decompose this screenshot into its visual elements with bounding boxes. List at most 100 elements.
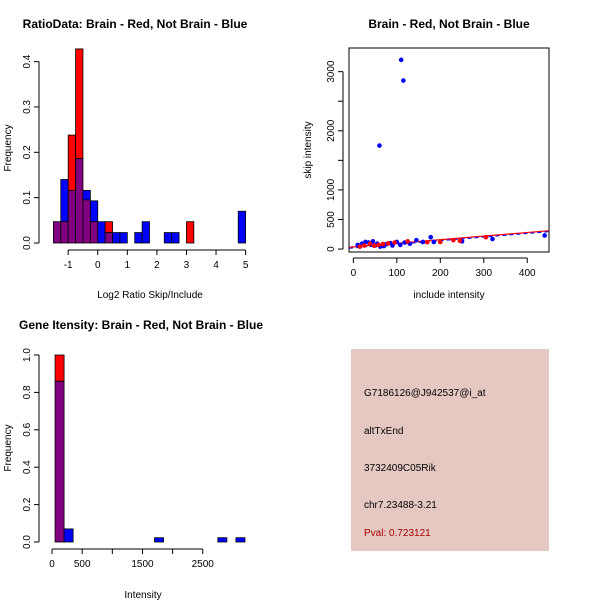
scatter-plot-box [348, 47, 550, 253]
x-tick-label: 200 [432, 268, 449, 279]
x-tick-label: 0 [49, 559, 55, 570]
point-brain [380, 241, 386, 247]
point-not-brain [398, 57, 404, 63]
point-not-brain [414, 237, 419, 243]
gene-intensity-title: Gene Itensity: Brain - Red, Not Brain - … [19, 318, 263, 332]
fit-line-dashed [348, 231, 550, 249]
y-tick-label: 500 [326, 211, 337, 228]
bar-overlap [67, 189, 76, 244]
point-brain [392, 240, 397, 245]
bar-overlap [75, 158, 84, 244]
point-brain [457, 238, 463, 244]
y-tick-label: 0.2 [22, 497, 33, 511]
point-not-brain [377, 143, 382, 148]
point-brain [405, 239, 410, 244]
location-text: chr7.23488-3.21 [364, 500, 437, 511]
probe-id-text: G7186126@J942537@i_at [364, 388, 486, 399]
intensity-scatter-ylabel: skip intensity [303, 121, 314, 178]
x-tick-label: 2500 [192, 559, 215, 570]
point-brain [376, 242, 381, 248]
gene-name-text: 3732409C05Rik [364, 463, 437, 474]
x-tick-label: 3 [184, 260, 190, 271]
bar-brain [67, 134, 76, 191]
y-tick-label: 0.0 [22, 236, 33, 250]
y-tick-label: 1.0 [22, 348, 33, 362]
point-brain [367, 241, 373, 247]
info-panel-background [351, 349, 549, 551]
bar-not-brain [82, 189, 91, 201]
y-tick-label: 0.0 [22, 535, 33, 549]
bar-brain [186, 221, 195, 244]
x-tick-label: 1500 [131, 559, 154, 570]
intensity-scatter: Brain - Red, Not Brain - Blue include in… [303, 17, 550, 301]
bar-brain [104, 221, 113, 233]
bar-not-brain [89, 200, 99, 223]
y-tick-label: 0.6 [22, 422, 33, 436]
y-tick-label: 2000 [326, 119, 337, 142]
bar-overlap [104, 232, 113, 244]
bar-not-brain [141, 221, 150, 244]
point-brain [361, 243, 367, 248]
ratio-histogram-title: RatioData: Brain - Red, Not Brain - Blue [23, 17, 248, 31]
x-tick-label: 4 [213, 260, 219, 271]
bar-not-brain [63, 528, 74, 543]
bar-not-brain [237, 210, 247, 244]
x-tick-label: 0 [351, 268, 357, 279]
y-tick-label: 0.8 [22, 385, 33, 399]
intensity-scatter-title: Brain - Red, Not Brain - Blue [368, 17, 530, 31]
bar-overlap [52, 221, 62, 244]
bar-not-brain [112, 232, 121, 244]
point-brain [357, 244, 363, 249]
x-tick-label: 1 [125, 260, 131, 271]
x-tick-label: 400 [519, 268, 536, 279]
info-panel: G7186126@J942537@i_at altTxEnd 3732409C0… [351, 349, 549, 551]
point-brain [483, 234, 489, 240]
y-tick-label: 0.3 [22, 100, 33, 114]
y-tick-label: 0.1 [22, 190, 33, 204]
bar-not-brain [235, 537, 246, 543]
bar-overlap [82, 199, 91, 244]
x-tick-label: 100 [388, 268, 405, 279]
gene-intensity-ylabel: Frequency [3, 424, 14, 471]
point-not-brain [401, 78, 406, 83]
bar-not-brain [154, 537, 164, 543]
point-brain [385, 241, 391, 246]
x-tick-label: 2 [154, 260, 160, 271]
point-brain [438, 239, 443, 245]
point-not-brain [431, 239, 437, 245]
bar-overlap [60, 221, 69, 244]
y-tick-label: 0 [326, 246, 337, 252]
bar-not-brain [119, 232, 128, 244]
intensity-scatter-xlabel: include intensity [413, 290, 484, 301]
point-not-brain [490, 236, 495, 242]
ratio-histogram-ylabel: Frequency [3, 124, 14, 171]
bar-brain [54, 354, 65, 382]
pval-text: Pval: 0.723121 [364, 528, 431, 539]
y-tick-label: 0.2 [22, 145, 33, 159]
bar-brain [75, 48, 84, 160]
point-brain [451, 237, 456, 243]
point-not-brain [428, 234, 434, 240]
x-tick-label: 5 [243, 260, 249, 271]
x-tick-label: 0 [95, 260, 101, 271]
bar-not-brain [163, 232, 173, 244]
bar-not-brain [217, 537, 228, 543]
point-brain [371, 243, 377, 249]
bar-not-brain [134, 232, 143, 244]
point-not-brain [398, 242, 403, 248]
x-tick-label: 300 [475, 268, 492, 279]
x-tick-label: 500 [74, 559, 91, 570]
ratio-histogram: RatioData: Brain - Red, Not Brain - Blue… [3, 17, 249, 301]
y-tick-label: 0.4 [22, 54, 33, 68]
point-not-brain [542, 233, 547, 238]
bar-overlap [89, 221, 99, 244]
point-not-brain [420, 239, 426, 245]
y-tick-label: 1000 [326, 178, 337, 201]
ratio-histogram-xlabel: Log2 Ratio Skip/Include [97, 290, 203, 301]
bar-not-brain [60, 179, 69, 223]
gene-intensity-xlabel: Intensity [124, 590, 161, 600]
point-brain [424, 239, 430, 245]
x-tick-label: -1 [64, 260, 73, 271]
y-tick-label: 3000 [326, 60, 337, 83]
